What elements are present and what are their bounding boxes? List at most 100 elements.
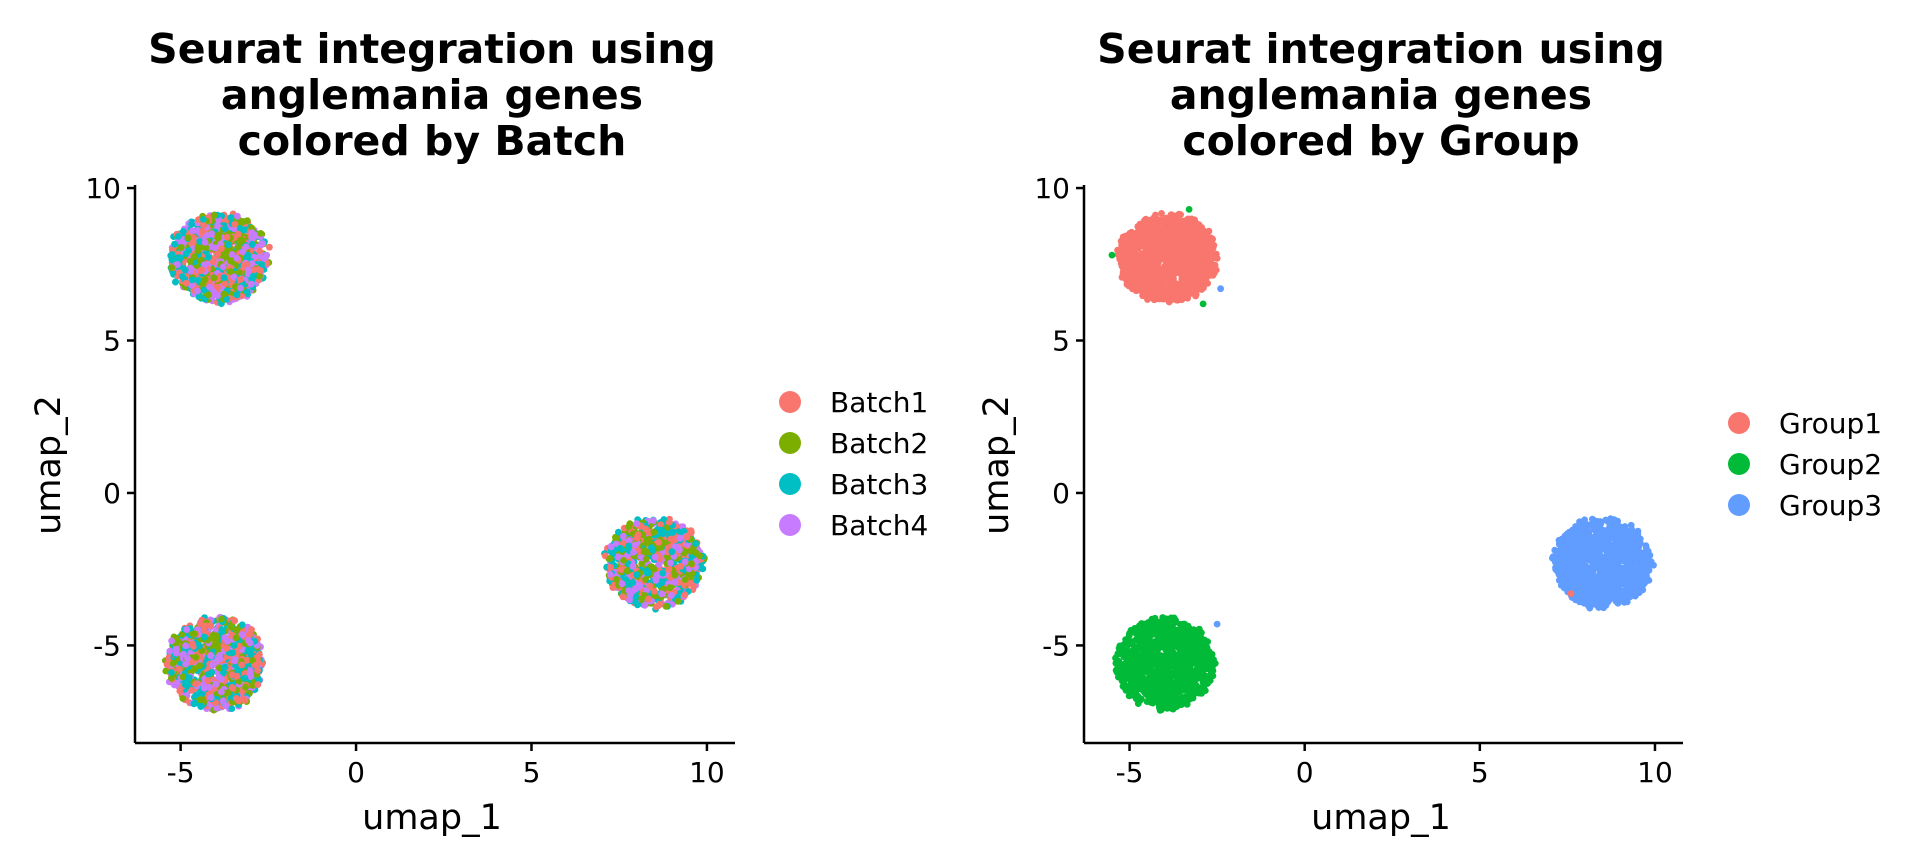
scatter-point — [687, 527, 695, 535]
scatter-point — [668, 592, 675, 599]
scatter-point — [192, 680, 200, 687]
scatter-point — [680, 527, 688, 535]
x-tick-label: -5 — [167, 756, 195, 789]
chart-title-line-1: Seurat integration using — [148, 25, 716, 73]
scatter-point — [632, 593, 640, 601]
scatter-point — [192, 653, 200, 661]
scatter-point — [192, 692, 200, 699]
scatter-point — [190, 238, 197, 246]
scatter-point — [221, 280, 229, 288]
scatter-points — [162, 210, 708, 714]
scatter-point — [625, 542, 633, 550]
legend-label: Batch1 — [830, 386, 928, 419]
scatter-point — [191, 665, 199, 673]
scatter-point — [231, 617, 239, 625]
scatter-point — [168, 251, 176, 258]
scatter-point — [242, 243, 250, 251]
scatter-point — [168, 264, 176, 272]
scatter-point — [194, 287, 202, 295]
scatter-point — [233, 672, 241, 680]
chart-title-line-3: colored by Group — [1182, 117, 1579, 165]
chart-title-line-2: anglemania genes — [221, 71, 643, 119]
scatter-point — [625, 523, 632, 530]
chart-title-line-1: Seurat integration using — [1097, 25, 1665, 73]
scatter-point — [633, 571, 641, 579]
scatter-point — [631, 541, 639, 549]
x-axis-title: umap_1 — [362, 798, 502, 838]
scatter-point — [236, 276, 244, 283]
scatter-point — [635, 581, 643, 589]
scatter-point — [163, 661, 171, 669]
scatter-point — [699, 565, 707, 573]
scatter-point — [641, 547, 649, 554]
scatter-point — [626, 581, 633, 588]
scatter-point — [205, 254, 213, 261]
scatter-point — [652, 577, 660, 584]
scatter-point — [665, 566, 673, 573]
scatter-point — [674, 597, 682, 605]
scatter-point — [626, 537, 633, 544]
scatter-point — [642, 525, 650, 533]
scatter-point — [187, 265, 195, 273]
scatter-point — [196, 642, 204, 650]
scatter-point — [197, 696, 204, 704]
scatter-point — [179, 673, 187, 681]
scatter-point — [221, 225, 229, 233]
scatter-point — [233, 254, 241, 262]
scatter-point — [247, 670, 254, 678]
scatter-point — [191, 630, 198, 638]
scatter-point — [211, 244, 219, 252]
y-tick-label: -5 — [93, 629, 121, 662]
scatter-point — [638, 560, 646, 567]
scatter-point — [629, 562, 637, 570]
scatter-point — [182, 642, 190, 650]
scatter-point — [209, 661, 217, 669]
scatter-point — [236, 269, 243, 277]
scatter-point — [244, 266, 252, 274]
scatter-point — [1146, 671, 1153, 679]
scatter-point — [243, 217, 251, 225]
scatter-point — [197, 703, 205, 710]
legend-key — [779, 432, 801, 454]
scatter-point — [227, 214, 235, 221]
scatter-point — [162, 667, 170, 675]
scatter-point — [241, 697, 249, 704]
scatter-point — [180, 650, 187, 658]
scatter-point — [182, 279, 190, 287]
scatter-point — [206, 283, 214, 291]
scatter-point — [616, 544, 624, 552]
scatter-point — [216, 652, 224, 659]
scatter-point — [252, 661, 260, 669]
scatter-point — [667, 535, 675, 543]
scatter-point — [228, 251, 236, 258]
scatter-point — [623, 567, 631, 575]
scatter-point — [238, 661, 246, 669]
scatter-point — [218, 688, 225, 696]
scatter-point — [227, 268, 234, 275]
scatter-point — [650, 565, 658, 573]
scatter-point — [692, 540, 700, 547]
scatter-point — [173, 645, 180, 653]
scatter-point — [607, 563, 614, 571]
scatter-point — [1158, 210, 1165, 217]
scatter-point — [1139, 292, 1147, 300]
scatter-point — [200, 222, 208, 229]
scatter-point — [243, 288, 251, 296]
scatter-point — [237, 284, 244, 292]
scatter-point — [619, 532, 627, 540]
scatter-point — [238, 621, 246, 629]
scatter-point — [659, 569, 667, 577]
legend-key — [779, 391, 801, 413]
scatter-point — [645, 595, 652, 603]
scatter-point — [247, 651, 255, 659]
scatter-point — [254, 667, 261, 674]
scatter-point — [182, 660, 190, 668]
scatter-point — [662, 602, 670, 610]
scatter-point — [214, 222, 222, 229]
scatter-point — [219, 669, 227, 677]
scatter-point — [250, 266, 258, 274]
legend-label: Batch4 — [830, 509, 928, 542]
scatter-point — [179, 695, 187, 702]
scatter-point — [243, 656, 250, 664]
